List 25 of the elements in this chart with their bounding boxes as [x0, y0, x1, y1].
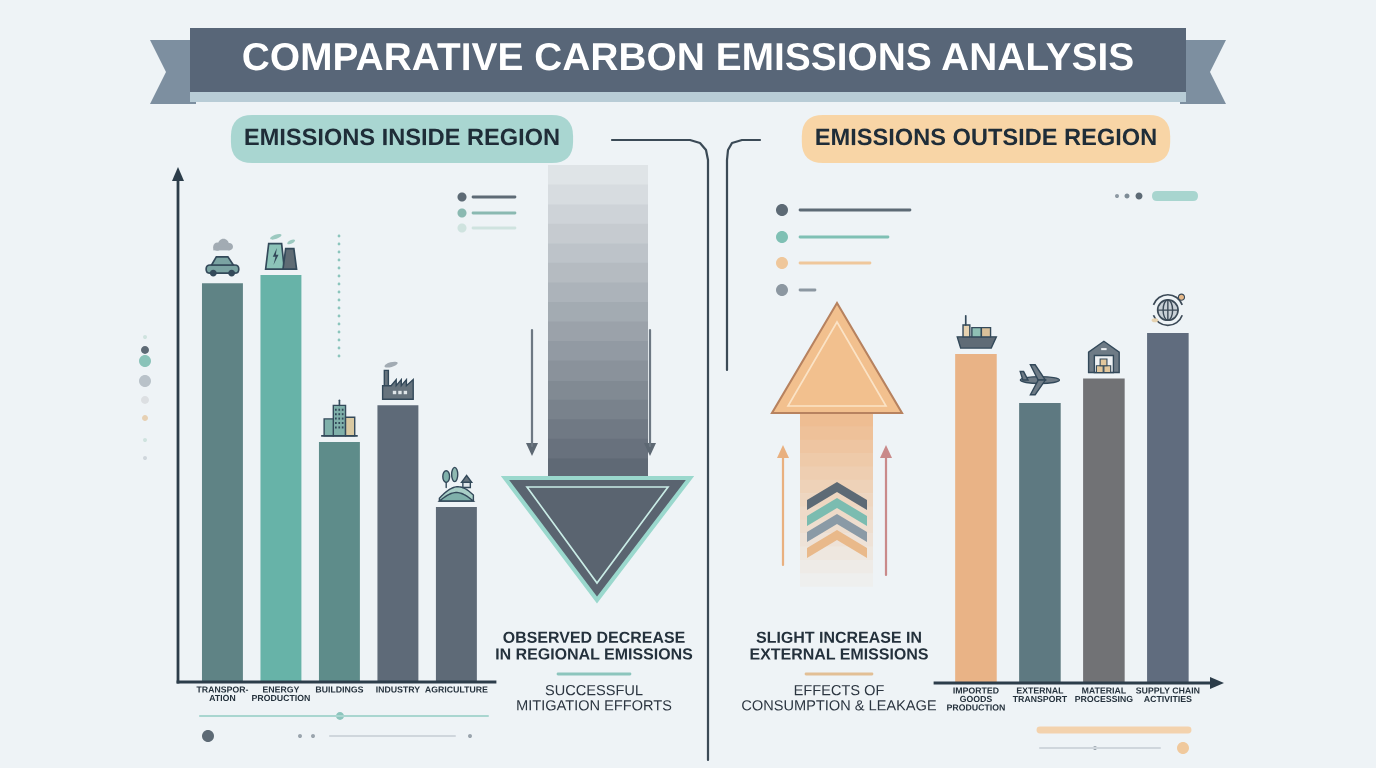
- x-tick-label: IMPORTED GOODS PRODUCTION: [947, 687, 1005, 711]
- text: COMPARATIVE CARBON EMISSIONS ANALYSIS: [243, 42, 1133, 71]
- x-tick-label: BUILDINGS: [315, 686, 364, 693]
- bar: [1019, 403, 1061, 683]
- x-tick-label: ENERGY PRODUCTION: [252, 686, 310, 702]
- chart-subtitle: EMISSIONS INSIDE REGION: [245, 128, 559, 146]
- bar: [260, 275, 302, 682]
- x-tick-label: AGRICULTURE: [425, 686, 488, 693]
- x-tick-label: SUPPLY CHAIN ACTIVITIES: [1136, 687, 1200, 703]
- bar: [201, 283, 243, 682]
- bar: [955, 354, 997, 683]
- chart-subtitle: EMISSIONS OUTSIDE REGION: [816, 128, 1156, 146]
- text: EFFECTS OF CONSUMPTION & LEAKAGE: [742, 685, 937, 711]
- x-tick-label: MATERIAL PROCESSING: [1075, 687, 1133, 703]
- text: SLIGHT INCREASE IN EXTERNAL EMISSIONS: [750, 631, 928, 660]
- x-tick-label: EXTERNAL TRANSPORT: [1012, 687, 1068, 703]
- bar: [1147, 333, 1189, 683]
- x-tick-label: INDUSTRY: [376, 686, 420, 693]
- bar: [1083, 378, 1125, 683]
- text: SUCCESSFUL MITIGATION EFFORTS: [517, 685, 672, 711]
- text: OBSERVED DECREASE IN REGIONAL EMISSIONS: [496, 631, 693, 660]
- x-tick-label: TRANSPOR- ATION: [196, 686, 249, 702]
- bar: [435, 507, 477, 682]
- bar: [377, 405, 419, 682]
- bar: [318, 441, 360, 682]
